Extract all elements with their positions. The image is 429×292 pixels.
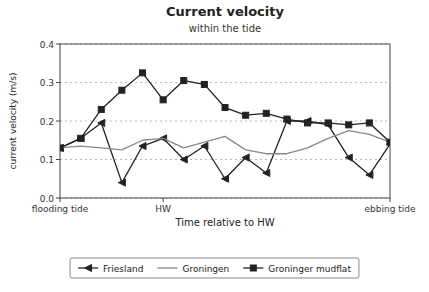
y-tick (56, 159, 60, 160)
legend-label: Groninger mudflat (268, 264, 351, 274)
plot-data (60, 70, 390, 186)
point (78, 135, 84, 141)
point (201, 81, 207, 87)
x-tick-label: ebbing tide (364, 204, 415, 214)
y-axis-label: current velocity (m/s) (8, 73, 18, 170)
grid-line (60, 159, 390, 160)
point (98, 106, 104, 112)
point (201, 143, 208, 150)
x-tick-label: HW (155, 204, 171, 214)
point (305, 120, 311, 126)
legend-swatch (157, 267, 177, 268)
y-tick (56, 44, 60, 45)
series (60, 131, 390, 154)
point (346, 122, 352, 128)
legend-marker (85, 265, 92, 272)
point (366, 171, 373, 178)
point (139, 143, 146, 150)
plot-frame (60, 44, 390, 198)
title: Current velocity (166, 4, 284, 19)
line (60, 131, 390, 154)
legend: Friesland Groningen Groninger mudflat (70, 258, 359, 278)
line (60, 121, 390, 183)
point (160, 97, 166, 103)
point (222, 175, 229, 182)
legend-label: Groningen (182, 264, 229, 274)
y-tick-label: 0.1 (40, 155, 54, 165)
legend-marker (250, 265, 256, 271)
point (140, 70, 146, 76)
grid-line (60, 82, 390, 83)
point (181, 78, 187, 84)
y-tick (56, 198, 60, 199)
axes: 0.0 0.1 0.2 0.3 0.4 flooding tide HW ebbing tid… (32, 40, 416, 215)
subtitle: within the tide (189, 23, 261, 34)
series (60, 118, 390, 187)
point (263, 110, 269, 116)
point (284, 116, 290, 122)
x-axis-label: Time relative to HW (174, 217, 274, 228)
legend-frame (70, 258, 359, 278)
line (60, 73, 390, 148)
series (60, 70, 390, 151)
point (77, 135, 84, 142)
y-tick (56, 121, 60, 122)
grid-line (60, 121, 390, 122)
x-tick (60, 198, 61, 202)
x-tick (163, 198, 164, 202)
point (387, 139, 390, 145)
point (325, 120, 331, 126)
point (242, 154, 249, 161)
x-tick (390, 198, 391, 202)
point (119, 87, 125, 93)
y-tick-label: 0.3 (40, 78, 54, 88)
point (118, 179, 125, 186)
point (366, 120, 372, 126)
point (60, 144, 64, 151)
legend-item: Groninger mudflat (243, 264, 351, 274)
point (60, 145, 63, 151)
point (263, 169, 270, 176)
legend-label: Friesland (103, 264, 143, 274)
point (345, 154, 352, 161)
y-tick (56, 82, 60, 83)
y-tick-label: 0.0 (40, 194, 55, 204)
point (222, 105, 228, 111)
grid (60, 44, 390, 198)
point (243, 112, 249, 118)
point (180, 156, 187, 163)
y-tick-label: 0.4 (40, 40, 55, 50)
legend-item: Friesland (78, 264, 143, 274)
chart: Current velocity within the tide 0.0 0.1 0.2… (0, 0, 429, 292)
x-tick-label: flooding tide (32, 204, 89, 214)
point (98, 119, 105, 126)
y-tick-label: 0.2 (40, 117, 54, 127)
legend-item: Groningen (157, 264, 229, 274)
